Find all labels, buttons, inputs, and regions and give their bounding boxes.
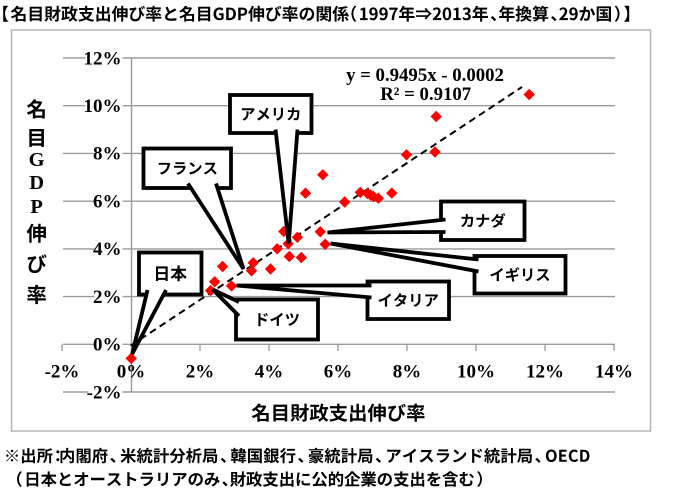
svg-text:10%: 10% (84, 96, 122, 117)
svg-text:P: P (30, 196, 43, 218)
svg-text:-2%: -2% (45, 362, 80, 383)
svg-text:12%: 12% (526, 362, 564, 383)
svg-text:R² = 0.9107: R² = 0.9107 (380, 84, 471, 105)
svg-text:14%: 14% (595, 362, 633, 383)
svg-text:4%: 4% (93, 239, 122, 260)
svg-text:0%: 0% (117, 362, 146, 383)
svg-text:2%: 2% (93, 287, 122, 308)
svg-text:8%: 8% (393, 362, 422, 383)
svg-text:6%: 6% (93, 191, 122, 212)
svg-text:8%: 8% (93, 144, 122, 165)
svg-text:0%: 0% (93, 335, 122, 356)
svg-text:10%: 10% (457, 362, 495, 383)
svg-text:6%: 6% (324, 362, 353, 383)
svg-text:12%: 12% (84, 48, 122, 69)
svg-text:-2%: -2% (87, 382, 122, 403)
svg-text:D: D (29, 172, 44, 194)
svg-text:y = 0.9495x - 0.0002: y = 0.9495x - 0.0002 (346, 65, 504, 86)
svg-text:4%: 4% (255, 362, 284, 383)
svg-text:G: G (29, 149, 45, 171)
svg-text:2%: 2% (186, 362, 215, 383)
